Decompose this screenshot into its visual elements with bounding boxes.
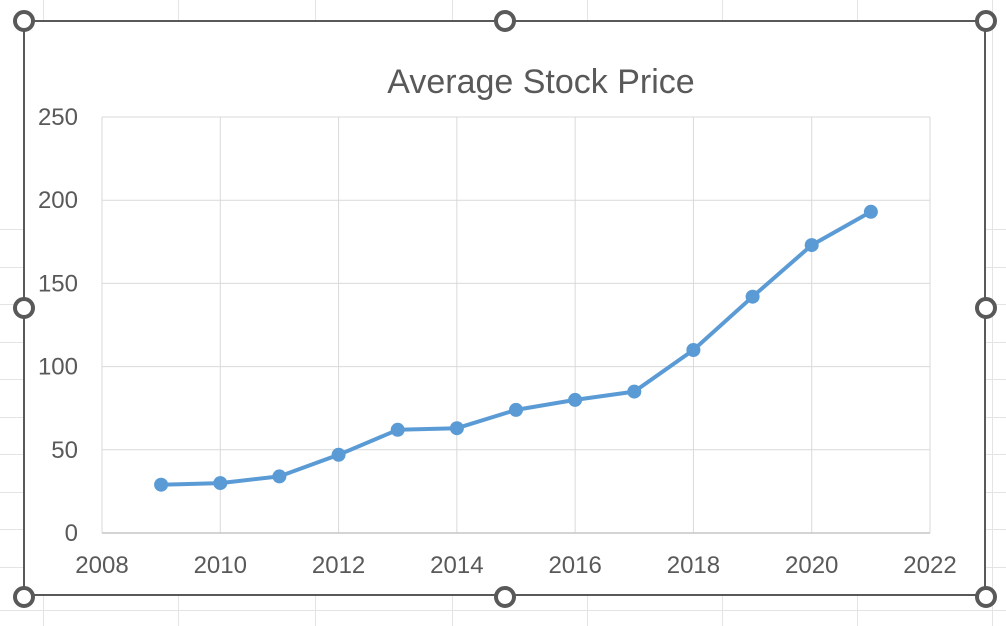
selection-handle-bottom-left[interactable] xyxy=(13,586,35,608)
chart-title[interactable]: Average Stock Price xyxy=(387,63,695,101)
selection-handle-top-left[interactable] xyxy=(13,10,35,32)
selection-handle-top-right[interactable] xyxy=(975,10,997,32)
chart-object[interactable]: Average Stock Price xyxy=(23,20,986,596)
selection-handle-top-center[interactable] xyxy=(494,10,516,32)
selection-handle-middle-right[interactable] xyxy=(975,297,997,319)
selection-handle-middle-left[interactable] xyxy=(13,297,35,319)
selection-handle-bottom-center[interactable] xyxy=(494,586,516,608)
worksheet-row-gridline xyxy=(0,610,1006,611)
selection-handle-bottom-right[interactable] xyxy=(975,586,997,608)
